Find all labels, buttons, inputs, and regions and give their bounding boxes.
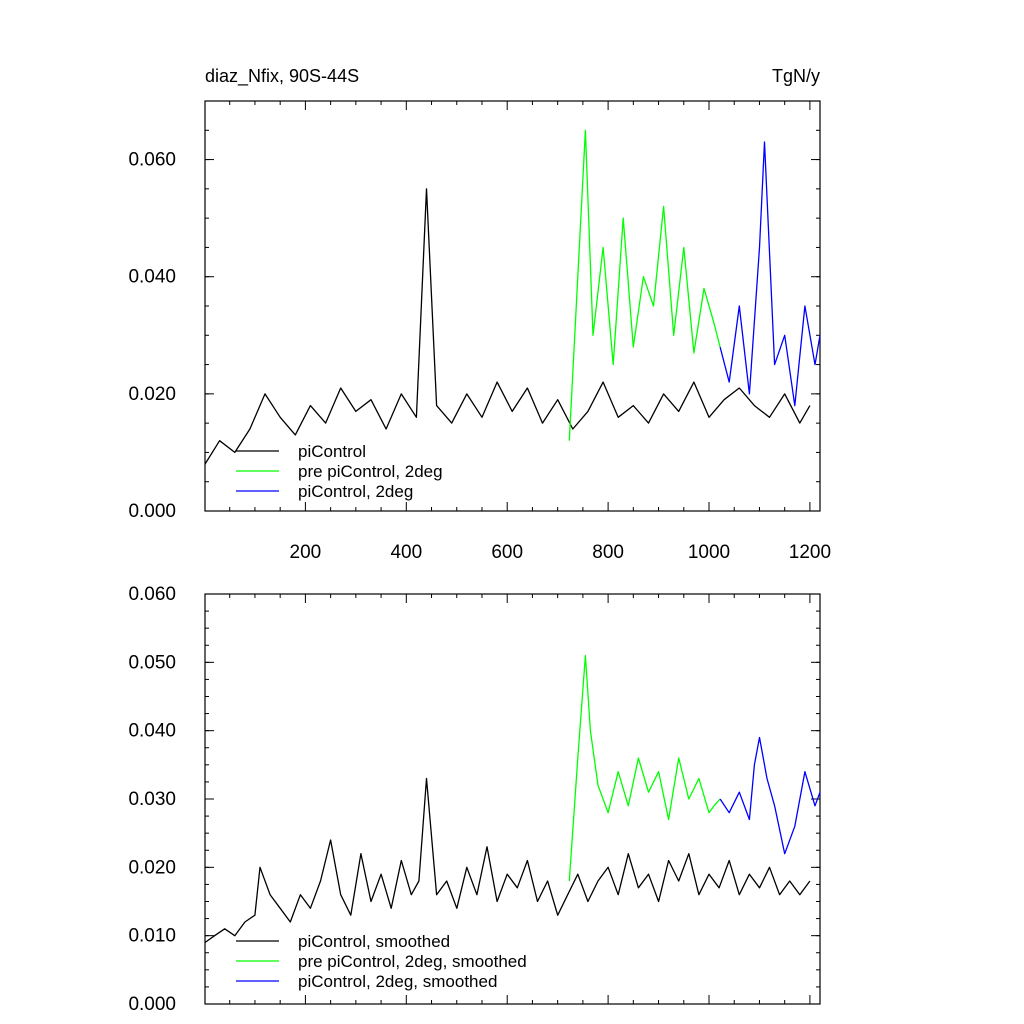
bottom-ytick-label: 0.010 — [128, 926, 176, 947]
top-legend-label-1: pre piControl, 2deg — [298, 462, 443, 481]
bottom-ytick-label: 0.040 — [128, 721, 176, 742]
top-ytick-label: 0.040 — [128, 267, 176, 288]
bottom-legend-label-0: piControl, smoothed — [298, 932, 450, 951]
bottom-ytick-label: 0.060 — [128, 584, 176, 605]
top-xtick-label: 1200 — [789, 542, 831, 563]
top-ytick-label: 0.000 — [128, 501, 176, 522]
top-axis-ticks: 0.000 0.020 0.040 0.060 200 400 600 800 1000 1200 — [128, 100, 831, 563]
bottom-ytick-label: 0.000 — [128, 994, 176, 1015]
top-ytick-label: 0.060 — [128, 150, 176, 171]
top-xtick-label: 400 — [390, 542, 422, 563]
bottom-series-line-0 — [204, 777, 811, 944]
top-series-line-0 — [204, 188, 811, 465]
top-series-group — [204, 129, 821, 465]
bottom-legend-label-1: pre piControl, 2deg, smoothed — [298, 952, 527, 971]
top-title-right: TgN/y — [772, 66, 820, 86]
top-xtick-label: 1000 — [688, 542, 730, 563]
top-legend-label-0: piControl — [298, 442, 366, 461]
bottom-legend-label-2: piControl, 2deg, smoothed — [298, 972, 497, 991]
top-title-left: diaz_Nfix, 90S-44S — [205, 66, 359, 87]
bottom-axis-ticks: 0.000 0.010 0.020 0.030 0.040 0.050 0.060 — [128, 584, 820, 1015]
top-series-line-2 — [719, 141, 821, 407]
top-xtick-label: 600 — [491, 542, 523, 563]
bottom-series-group — [204, 654, 821, 944]
bottom-series-line-2 — [719, 736, 821, 855]
top-legend-label-2: piControl, 2deg — [298, 482, 413, 501]
top-xtick-label: 200 — [290, 542, 322, 563]
top-xtick-label: 800 — [592, 542, 624, 563]
top-ytick-label: 0.020 — [128, 384, 176, 405]
bottom-ytick-label: 0.050 — [128, 652, 176, 673]
bottom-ytick-label: 0.030 — [128, 789, 176, 810]
bottom-ytick-label: 0.020 — [128, 857, 176, 878]
bottom-series-line-1 — [568, 654, 721, 882]
top-series-line-1 — [568, 129, 721, 441]
